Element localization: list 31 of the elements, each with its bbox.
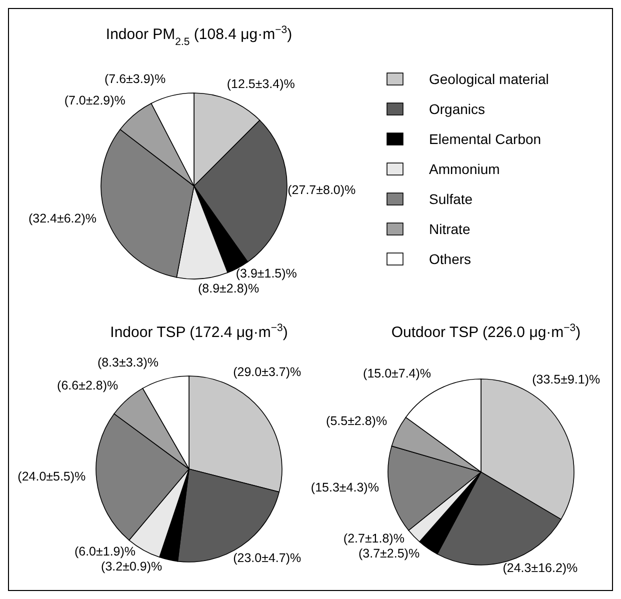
data-label: (8.9±2.8)% [198,281,260,296]
data-label: (8.3±3.3)% [97,356,158,370]
data-label: (15.3±4.3)% [310,480,379,495]
legend-label: Nitrate [429,221,470,237]
legend-label: Others [429,251,472,267]
data-label: (12.5±3.4)% [226,76,295,91]
data-label: (24.3±16.2)% [502,561,578,576]
legend-label: Ammonium [429,161,500,177]
data-label: (7.6±3.9)% [104,72,166,86]
data-label: (5.5±2.8)% [326,414,388,428]
data-label: (29.0±3.7)% [233,365,302,380]
legend-label: Organics [429,101,486,117]
data-label: (15.0±7.4)% [363,366,432,380]
data-label: (6.6±2.8)% [57,378,118,393]
data-label: (32.4±6.2)% [28,211,96,226]
data-label: (3.9±1.5)% [236,266,297,280]
chart-title: Indoor TSP (172.4 μg·m$^{−3}$) [110,322,288,341]
data-label: (23.0±4.7)% [233,550,302,565]
data-label: (6.0±1.9)% [74,544,136,558]
chart-title: Indoor PM$_{2.5}$ (108.4 μg·m$^{−3}$) [106,24,292,48]
data-label: (27.7±8.0)% [288,182,356,197]
data-label: (24.0±5.5)% [18,469,86,484]
legend-label: Sulfate [429,191,473,207]
data-label: (33.5±9.1)% [532,372,600,386]
legend-label: Elemental Carbon [429,131,542,147]
data-label: (3.7±2.5)% [358,546,420,560]
legend-label: Geological material [429,71,549,87]
data-label: (2.7±1.8)% [343,531,404,546]
data-label: (3.2±0.9)% [101,559,162,574]
chart-title: Outdoor TSP (226.0 μg·m$^{−3}$) [391,322,581,341]
data-label: (7.0±2.9)% [64,94,126,108]
